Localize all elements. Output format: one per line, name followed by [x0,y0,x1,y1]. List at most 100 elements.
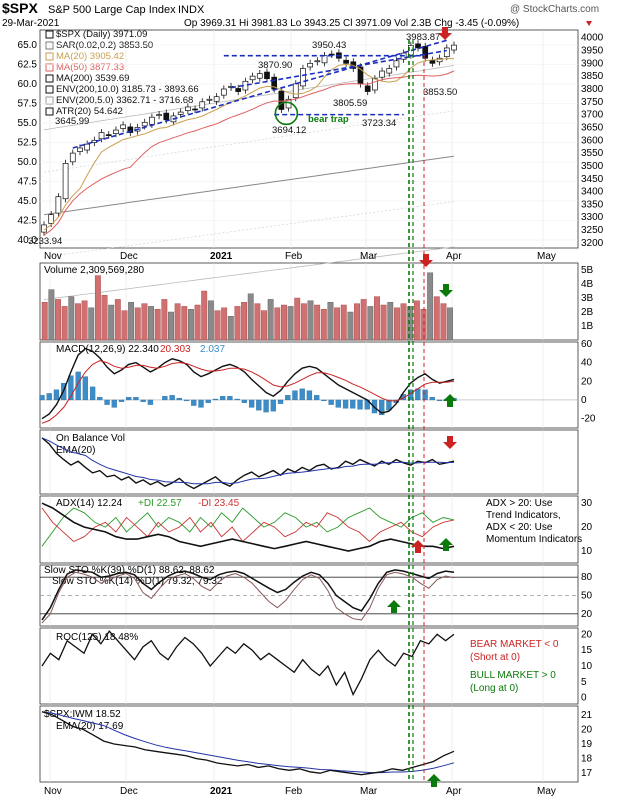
ratio-ema-line [41,711,455,774]
y-tick-right: 3600 [581,135,604,146]
candle [314,60,321,63]
y-tick: 60 [581,339,593,350]
volume-bar [413,300,420,341]
envelope-5-upper [43,110,455,173]
volume-bar [400,303,407,341]
y-tick-right: 3800 [581,84,604,95]
macd-legend-entry: 20.303 [160,344,191,355]
adx-note-line: ADX > 20: Use [486,498,553,509]
macd-legend-entry: 2.037 [200,344,225,355]
candle [192,108,198,111]
macd-histogram-bar [133,397,139,401]
y-tick: 20 [581,629,593,640]
legend-entry: $SPX (Daily) 3971.09 [56,29,147,40]
macd-legend: MACD(12,26,9) 22.340 20.303 2.037 [56,344,225,355]
candle [113,129,119,134]
price-x-axis: Nov Dec 2021 Feb Mar Apr May [44,251,556,262]
y-tick: 17 [581,768,593,779]
volume-bar [314,304,321,341]
ma20-line [43,58,454,231]
volume-bar [141,303,148,341]
y-tick: 18 [581,754,593,765]
legend-entry: SAR(0.02,0.2) 3853.50 [56,40,153,51]
candle [307,62,313,68]
trendline-rising-2 [230,49,447,89]
y-tick: 5 [581,677,587,688]
macd-histogram-bar [140,399,146,402]
legend-swatch [45,30,54,39]
volume-bar [161,299,168,341]
macd-histogram-bar [306,390,313,401]
candle [185,106,191,111]
candle [271,76,278,90]
y-tick-left: 52.5 [18,138,38,149]
volume-bar [287,306,294,341]
roc-note-line: (Short at 0) [470,652,520,663]
volume-y-ticks: 5B 4B 3B 2B 1B [581,265,594,332]
macd-histogram-bar [89,386,96,401]
price-annotation: 3723.34 [362,118,396,129]
legend-swatch [45,107,54,116]
volume-bar [108,304,115,341]
x-tick-label: 2021 [210,786,233,797]
index-name: S&P 500 Large Cap Index [48,4,176,16]
volume-bar [88,307,95,341]
adx-line [41,502,455,552]
adx-legend-entry: +DI 22.57 [138,498,182,509]
macd-histogram-bar [118,399,125,402]
candle [415,43,421,49]
macd-histogram-bar [256,399,262,411]
legend-entry: ENV(200,5.0) 3362.71 - 3716.68 [56,95,193,106]
price-annotation: 3233.94 [28,236,62,247]
x-tick-label: Nov [44,786,62,797]
y-tick-right: 3250 [581,225,604,236]
candle [364,85,371,92]
legend-swatch [45,96,54,105]
candle [84,143,91,151]
arrow-down-icon [443,436,457,449]
candle [156,114,162,117]
arrow-up-icon [427,774,441,787]
watermark: @ StockCharts.com [510,4,599,15]
volume-bar [75,303,81,341]
macd-histogram-bar [321,399,327,402]
macd-histogram-bar [97,397,103,401]
stoch-title-1: Slow STO %K(39) %D(1) 88.62, 88.62 [44,565,215,576]
volume-bar [174,303,181,341]
volume-bar [440,303,447,341]
ma50-line [43,70,455,236]
y-tick: 5B [581,265,594,276]
ohlc-readout: Op 3969.31 Hi 3981.83 Lo 3943.25 Cl 3971… [184,18,519,29]
macd-histogram-bar [191,399,197,406]
volume-bar [101,295,108,341]
volume-bar [181,306,188,341]
macd-histogram-bar [263,399,269,413]
symbol-title: $SPX [2,0,38,16]
price-annotation: 3853.50 [423,87,457,98]
macd-histogram-bar [212,398,219,401]
stoch-y-ticks: 80 50 20 [40,572,593,620]
stoch-marks [41,569,455,624]
ratio-title: $SPX:IWM 18.52 [44,709,121,720]
volume-bar [327,302,334,341]
stoch-title-2: Slow STO %K(14) %D(1) 79.32, 79.32 [52,576,223,587]
candle [278,90,285,110]
envelope-5-lower [43,201,455,258]
price-y-left-ticks: 65.0 62.5 60.0 57.5 55.0 52.5 50.0 47.5 45.0 42.5… [18,40,578,246]
candle [149,116,155,125]
chevron-down-icon[interactable] [586,21,592,26]
volume-bar [94,275,101,341]
volume-bar [221,307,228,341]
candle [213,96,220,102]
macd-line [41,347,455,420]
volume-bar [267,299,274,341]
macd-histogram-bar [205,399,211,403]
y-tick: 15 [581,645,593,656]
y-tick: 19 [581,739,593,750]
ratio-y-ticks: 21 20 19 18 17 [581,710,593,779]
legend-swatch [45,85,54,94]
legend-entry: MA(50) 3877.33 [56,62,124,73]
candle [379,70,385,78]
candle [127,126,134,133]
